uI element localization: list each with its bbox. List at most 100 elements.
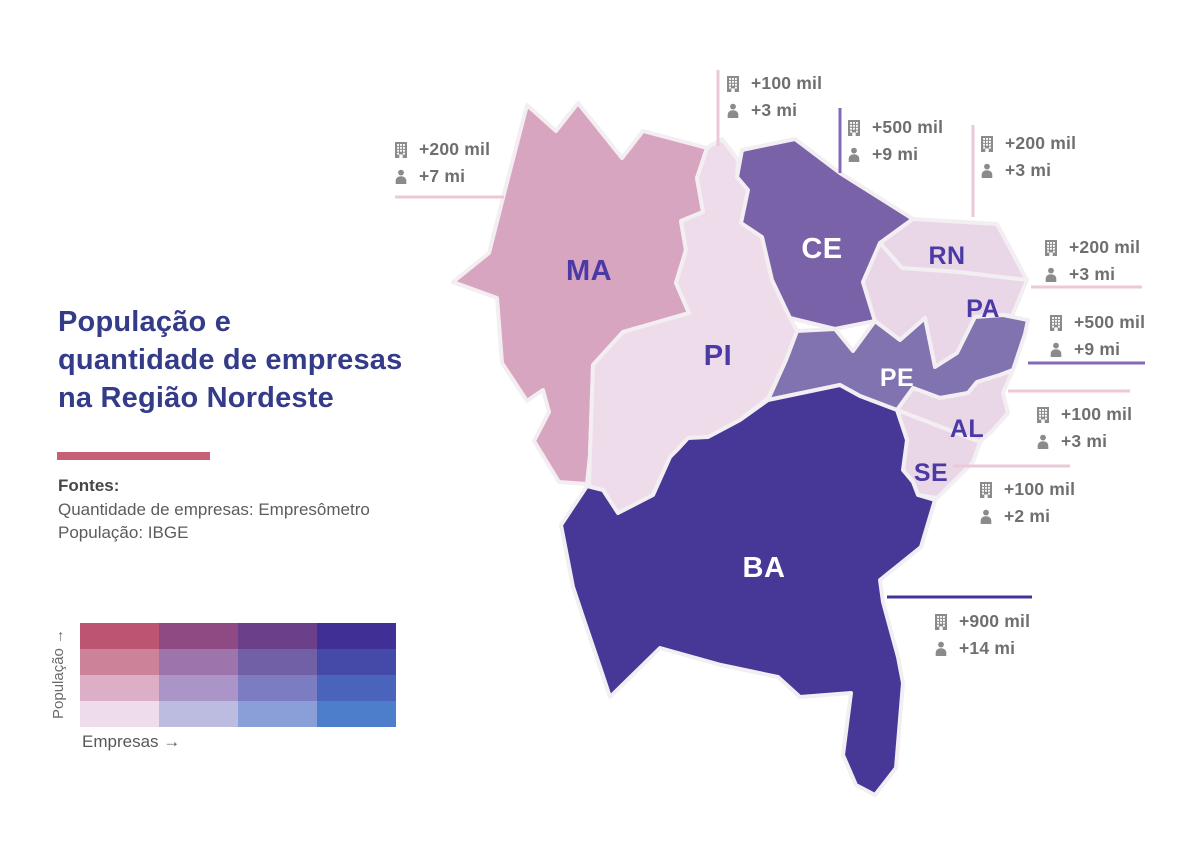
population-row: +3 mi [980,157,1076,184]
companies-value: +200 mil [419,139,491,159]
legend-cell [159,649,238,675]
source-line-companies: Quantidade de empresas: Empresômetro [58,499,370,519]
companies-row: +900 mil [934,608,1030,635]
person-icon [1050,342,1062,357]
population-value: +3 mi [1005,160,1052,180]
legend-cell [238,701,317,727]
state-polygon-al [895,368,1015,444]
building-icon [980,481,992,498]
person-icon [848,147,860,162]
legend-y-axis-label: População → [50,628,67,720]
population-row: +2 mi [979,503,1075,530]
companies-value: +100 mil [1004,479,1076,499]
companies-row: +200 mil [1044,234,1140,261]
legend-cell [317,623,396,649]
legend-cell [317,701,396,727]
callout-rn: +200 mil +3 mi [980,130,1076,184]
legend-cell [80,623,159,649]
legend-cell [80,675,159,701]
building-icon [395,141,407,158]
building-icon [848,119,860,136]
sources-block: Fontes: Quantidade de empresas: Empresôm… [58,474,370,545]
companies-value: +100 mil [1061,404,1133,424]
state-label-ma: MA [566,255,612,287]
title-line-2: quantidade de empresas [58,344,403,376]
population-value: +9 mi [872,144,919,164]
population-row: +3 mi [1036,428,1132,455]
legend-cell [238,675,317,701]
companies-row: +500 mil [1049,309,1145,336]
companies-value: +500 mil [872,117,944,137]
person-icon [727,103,739,118]
population-value: +2 mi [1004,506,1051,526]
legend-cell [238,623,317,649]
companies-row: +100 mil [979,476,1075,503]
building-icon [1037,406,1049,423]
person-icon [1037,434,1049,449]
state-polygon-ba [559,383,937,797]
callout-al: +100 mil +3 mi [1036,401,1132,455]
companies-value: +900 mil [959,611,1031,631]
title-line-1: População e [58,306,232,338]
population-value: +7 mi [419,166,466,186]
building-icon [1050,314,1062,331]
building-icon [727,75,739,92]
title-underline-bar [57,452,210,460]
population-value: +3 mi [1069,264,1116,284]
companies-row: +200 mil [980,130,1076,157]
legend-cell [317,675,396,701]
population-row: +3 mi [1044,261,1140,288]
state-label-rn: RN [928,242,965,270]
companies-value: +100 mil [751,73,823,93]
population-row: +3 mi [726,97,822,124]
legend-x-axis-label: Empresas → [82,732,181,751]
state-label-al: AL [950,415,984,443]
companies-value: +200 mil [1069,237,1141,257]
state-label-ce: CE [801,233,842,265]
legend-cell [80,701,159,727]
legend-cell [159,701,238,727]
legend-cell [80,649,159,675]
state-label-pa: PA [966,295,1000,323]
legend-cell [159,675,238,701]
source-line-population: População: IBGE [58,523,189,542]
population-value: +9 mi [1074,339,1121,359]
person-icon [935,641,947,656]
state-label-pe: PE [880,364,914,392]
companies-value: +500 mil [1074,312,1146,332]
sources-heading: Fontes: [58,476,120,495]
population-value: +3 mi [751,100,798,120]
companies-row: +200 mil [394,136,490,163]
callout-se: +100 mil +2 mi [979,476,1075,530]
callout-pi: +100 mil +3 mi [726,70,822,124]
title-line-3: na Região Nordeste [58,382,334,414]
state-label-pi: PI [704,340,732,372]
callout-ce: +500 mil +9 mi [847,114,943,168]
population-row: +9 mi [847,141,943,168]
legend-cell [238,649,317,675]
callout-ba: +900 mil +14 mi [934,608,1030,662]
building-icon [981,135,993,152]
population-value: +3 mi [1061,431,1108,451]
state-label-ba: BA [743,552,786,584]
person-icon [395,169,407,184]
population-row: +14 mi [934,635,1030,662]
callout-pe: +500 mil +9 mi [1049,309,1145,363]
callout-ma: +200 mil +7 mi [394,136,490,190]
population-row: +9 mi [1049,336,1145,363]
population-value: +14 mi [959,638,1016,658]
legend-cell [159,623,238,649]
person-icon [1045,267,1057,282]
bivariate-legend-grid [80,623,396,727]
callout-pa: +200 mil +3 mi [1044,234,1140,288]
companies-row: +500 mil [847,114,943,141]
page-title: População e quantidade de empresas na Re… [58,303,478,417]
companies-row: +100 mil [726,70,822,97]
legend-cell [317,649,396,675]
companies-row: +100 mil [1036,401,1132,428]
person-icon [980,509,992,524]
state-label-se: SE [914,459,948,487]
population-row: +7 mi [394,163,490,190]
